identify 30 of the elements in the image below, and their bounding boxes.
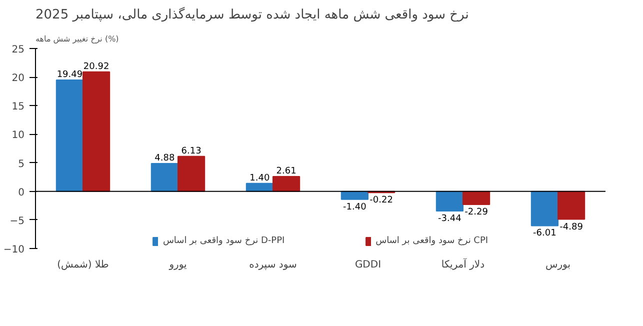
- y-tick-label: 5: [18, 158, 25, 170]
- x-tick-label: GDDI: [354, 260, 382, 270]
- data-label: 19.49: [56, 70, 83, 80]
- data-label: -0.22: [370, 196, 393, 206]
- data-label: -4.89: [560, 222, 584, 232]
- y-axis-title: نرخ تغییر شش ماهه (%): [36, 34, 119, 44]
- x-tick-label: بورس: [546, 260, 571, 270]
- chart-title: نرخ سود واقعی شش ماهه ایجاد شده توسط سرمایه‌گذاری مالی، سپتامبر 2025: [36, 6, 469, 22]
- data-label: 2.61: [276, 166, 296, 176]
- y-tick-label: 10: [12, 130, 25, 142]
- data-label: 4.88: [154, 153, 175, 164]
- y-tick-label: −10: [3, 244, 25, 256]
- y-tick-label: 15: [12, 102, 25, 113]
- y-tick-label: 20: [12, 73, 25, 84]
- data-label: 1.40: [250, 173, 270, 184]
- data-label: 6.13: [181, 146, 202, 156]
- data-label: -3.44: [438, 214, 462, 224]
- y-tick-label: −5: [10, 216, 25, 227]
- legend-label: نرخ سود واقعی بر اساس CPI: [376, 236, 488, 246]
- y-tick-label: 25: [12, 44, 25, 56]
- data-label: -2.29: [464, 207, 488, 218]
- x-tick-label: طلا (شمش): [57, 260, 109, 270]
- x-tick-label: سود سپرده: [249, 260, 297, 270]
- data-label: -1.40: [343, 202, 367, 212]
- y-tick-label: 0: [18, 187, 25, 198]
- data-label: 20.92: [83, 62, 110, 72]
- data-label: -6.01: [533, 228, 556, 239]
- legend-label: نرخ سود واقعی بر اساس D-PPI: [162, 236, 285, 246]
- x-tick-label: دلار آمریکا: [441, 258, 485, 270]
- x-tick-label: یورو: [168, 260, 188, 270]
